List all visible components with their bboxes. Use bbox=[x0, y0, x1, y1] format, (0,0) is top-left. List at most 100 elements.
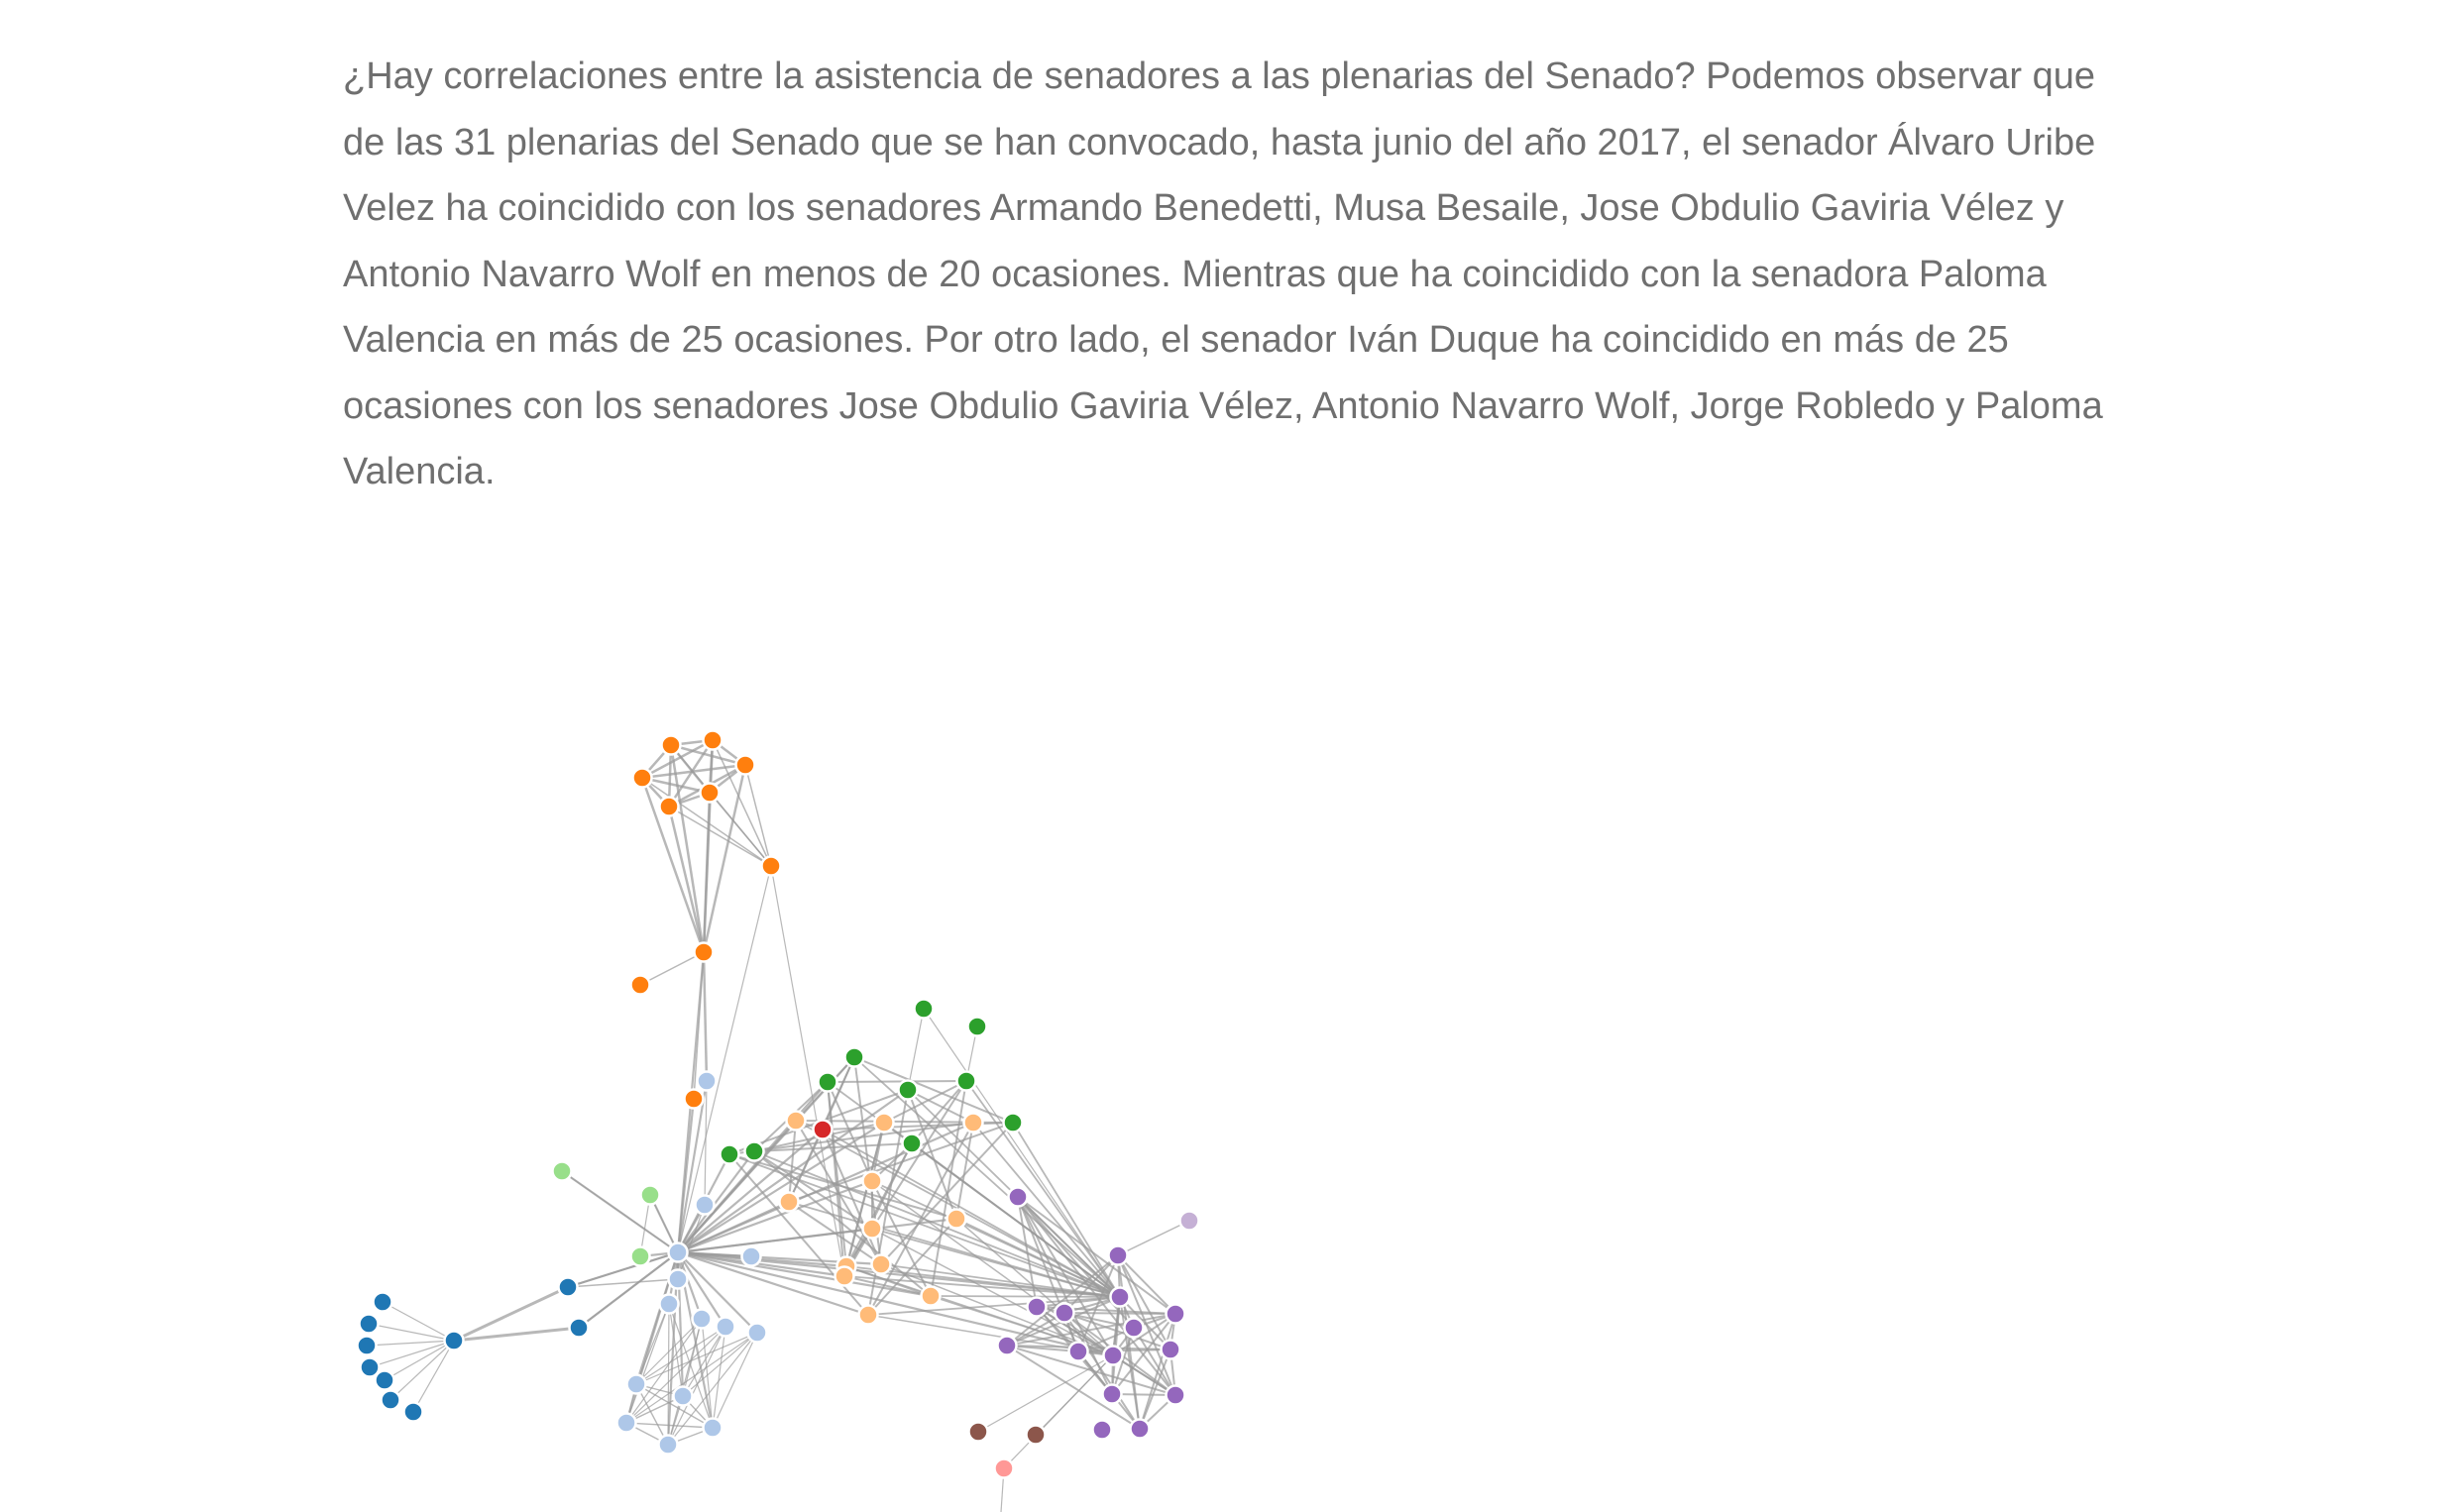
senator-node[interactable] bbox=[1165, 1384, 1186, 1406]
senator-node[interactable] bbox=[760, 855, 782, 877]
network-edge bbox=[702, 951, 709, 1082]
senator-node[interactable] bbox=[901, 1133, 923, 1154]
senator-node[interactable] bbox=[693, 941, 715, 963]
senator-node[interactable] bbox=[870, 1253, 892, 1275]
senator-node[interactable] bbox=[962, 1112, 984, 1134]
senator-node[interactable] bbox=[1165, 1303, 1186, 1325]
senator-node[interactable] bbox=[1101, 1383, 1123, 1405]
senator-node[interactable] bbox=[625, 1373, 647, 1395]
network-edge bbox=[677, 1250, 845, 1278]
senator-node[interactable] bbox=[1067, 1341, 1089, 1362]
senator-node[interactable] bbox=[734, 754, 756, 776]
senator-node[interactable] bbox=[1123, 1317, 1145, 1339]
senator-node[interactable] bbox=[615, 1412, 637, 1434]
senator-node[interactable] bbox=[657, 1434, 679, 1456]
senator-node[interactable] bbox=[658, 1293, 680, 1315]
senator-node[interactable] bbox=[568, 1317, 590, 1339]
senator-node[interactable] bbox=[743, 1140, 765, 1162]
senator-node[interactable] bbox=[1102, 1345, 1124, 1366]
network-edge bbox=[930, 1295, 1121, 1298]
senator-node[interactable] bbox=[967, 1421, 989, 1443]
senator-node[interactable] bbox=[629, 1245, 651, 1267]
senator-node[interactable] bbox=[667, 1242, 689, 1263]
senator-node[interactable] bbox=[817, 1071, 838, 1093]
senator-node[interactable] bbox=[861, 1170, 883, 1192]
senator-node[interactable] bbox=[715, 1316, 736, 1338]
senator-node[interactable] bbox=[694, 1194, 716, 1216]
network-edge bbox=[667, 1303, 670, 1446]
senator-node[interactable] bbox=[667, 1268, 689, 1290]
senator-node[interactable] bbox=[1178, 1210, 1200, 1232]
network-edge bbox=[667, 1318, 703, 1446]
senator-node[interactable] bbox=[843, 1046, 865, 1068]
network-edge bbox=[728, 1153, 869, 1316]
network-edge bbox=[853, 1056, 1121, 1298]
network-edge bbox=[641, 738, 714, 780]
senator-node[interactable] bbox=[1107, 1244, 1129, 1266]
senator-node[interactable] bbox=[778, 1191, 800, 1213]
senator-node[interactable] bbox=[861, 1218, 883, 1240]
network-edge bbox=[667, 1326, 726, 1446]
network-edge bbox=[682, 1332, 758, 1397]
network-edge bbox=[641, 776, 711, 795]
senator-node[interactable] bbox=[1054, 1302, 1075, 1324]
senator-node[interactable] bbox=[955, 1070, 977, 1092]
network-edge bbox=[625, 1326, 726, 1424]
senator-node[interactable] bbox=[834, 1265, 855, 1287]
network-edge bbox=[677, 1251, 726, 1328]
senator-node[interactable] bbox=[551, 1160, 573, 1182]
senator-node[interactable] bbox=[1091, 1419, 1113, 1441]
senator-node[interactable] bbox=[1109, 1286, 1131, 1308]
senator-node[interactable] bbox=[702, 729, 723, 751]
senator-node[interactable] bbox=[380, 1389, 401, 1411]
senator-node[interactable] bbox=[913, 998, 935, 1020]
senator-node[interactable] bbox=[372, 1291, 393, 1313]
senator-node[interactable] bbox=[696, 1070, 718, 1092]
senator-node[interactable] bbox=[897, 1079, 919, 1101]
senator-node[interactable] bbox=[857, 1304, 879, 1326]
network-edge bbox=[669, 744, 706, 953]
senator-node[interactable] bbox=[660, 734, 682, 756]
senator-node[interactable] bbox=[699, 782, 721, 804]
senator-node[interactable] bbox=[631, 767, 653, 789]
network-edge bbox=[795, 1120, 882, 1265]
senator-node[interactable] bbox=[683, 1088, 705, 1110]
senator-node[interactable] bbox=[993, 1458, 1015, 1479]
senator-node[interactable] bbox=[946, 1208, 967, 1230]
senator-node[interactable] bbox=[672, 1385, 694, 1407]
network-edge bbox=[635, 1383, 669, 1446]
senator-node[interactable] bbox=[374, 1369, 395, 1391]
senator-node[interactable] bbox=[1007, 1186, 1029, 1208]
senator-node[interactable] bbox=[996, 1335, 1018, 1356]
network-edge bbox=[822, 1129, 882, 1265]
senator-node[interactable] bbox=[639, 1184, 661, 1206]
network-edge bbox=[977, 1354, 1114, 1433]
network-edge bbox=[712, 1332, 758, 1429]
senator-node[interactable] bbox=[358, 1313, 380, 1335]
senator-node[interactable] bbox=[812, 1119, 834, 1140]
network-edge bbox=[668, 806, 772, 867]
senator-node[interactable] bbox=[1129, 1418, 1151, 1440]
senator-node[interactable] bbox=[356, 1335, 378, 1356]
senator-node[interactable] bbox=[873, 1112, 895, 1134]
senator-node[interactable] bbox=[740, 1245, 762, 1267]
senator-node[interactable] bbox=[785, 1110, 807, 1132]
senator-node[interactable] bbox=[557, 1276, 579, 1298]
senator-node[interactable] bbox=[443, 1330, 465, 1351]
senator-node[interactable] bbox=[359, 1356, 381, 1378]
senator-node[interactable] bbox=[1002, 1112, 1024, 1134]
network-edge bbox=[712, 1326, 726, 1429]
senator-node[interactable] bbox=[920, 1285, 942, 1307]
senator-node[interactable] bbox=[402, 1401, 424, 1423]
senator-node[interactable] bbox=[1160, 1339, 1181, 1360]
senator-node[interactable] bbox=[658, 796, 680, 817]
senator-node[interactable] bbox=[629, 974, 651, 996]
senator-node[interactable] bbox=[719, 1143, 740, 1165]
senator-node[interactable] bbox=[1025, 1424, 1047, 1446]
senator-node[interactable] bbox=[691, 1308, 713, 1330]
senator-node[interactable] bbox=[746, 1322, 768, 1344]
senator-node[interactable] bbox=[1026, 1296, 1048, 1318]
senator-node[interactable] bbox=[966, 1016, 988, 1037]
senator-node[interactable] bbox=[702, 1417, 723, 1439]
